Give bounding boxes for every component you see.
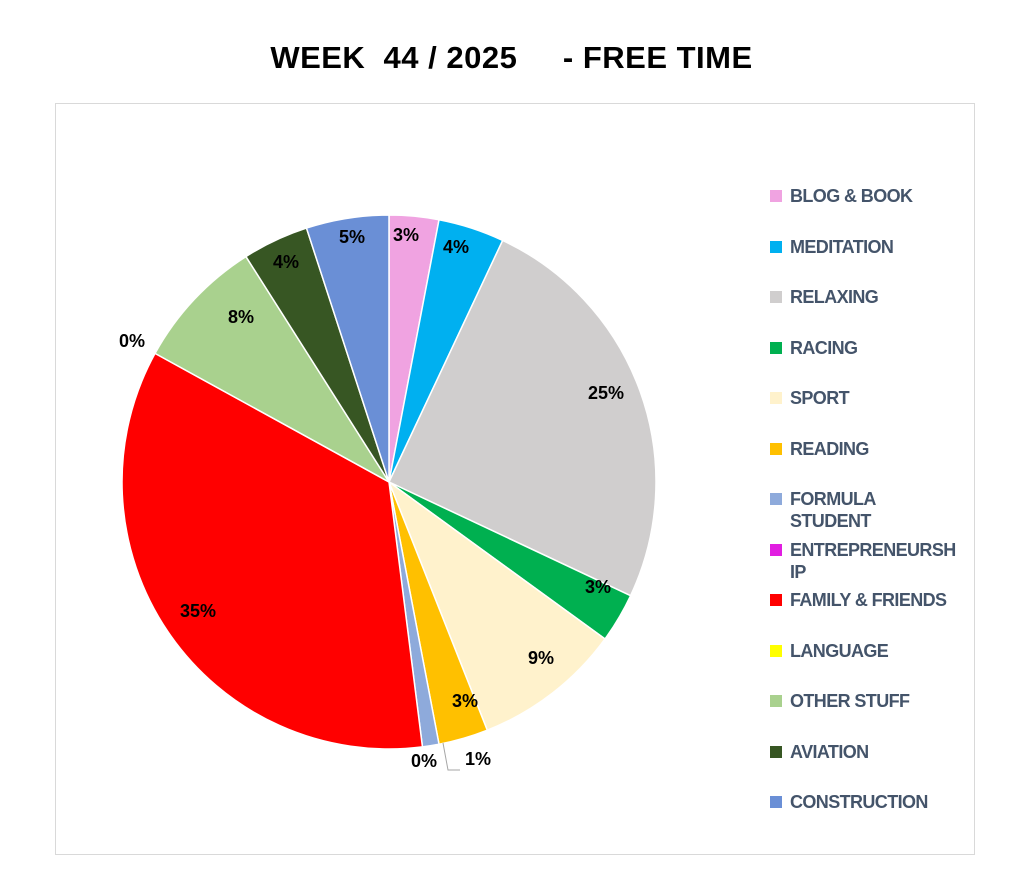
data-label-reading: 3% <box>452 691 478 711</box>
pie-slice-relaxing <box>388 239 657 597</box>
data-label-racing: 3% <box>585 577 611 597</box>
legend-item-racing: RACING <box>770 337 858 359</box>
legend-item-blog-book: BLOG & BOOK <box>770 185 913 207</box>
data-label-entrepreneursh-ip: 0% <box>411 751 437 771</box>
data-label-relaxing: 25% <box>588 383 624 403</box>
pie-slice-other-stuff <box>154 255 390 483</box>
data-label-construction: 5% <box>339 227 365 247</box>
legend-item-reading: READING <box>770 438 869 460</box>
data-label-other-stuff: 8% <box>228 307 254 327</box>
legend-label: ENTREPRENEURSH IP <box>790 539 956 582</box>
leader-line <box>442 742 460 771</box>
data-label-blog-book: 3% <box>393 225 419 245</box>
pie-slice-construction <box>305 214 390 483</box>
legend-label: CONSTRUCTION <box>790 792 928 812</box>
legend-label: MEDITATION <box>790 236 894 257</box>
legend-item-relaxing: RELAXING <box>770 286 879 308</box>
legend-swatch <box>770 796 782 808</box>
data-label-meditation: 4% <box>443 237 469 257</box>
legend-label: FAMILY & FRIENDS <box>790 590 947 610</box>
pie-slice-sport <box>387 479 607 732</box>
data-label-aviation: 4% <box>273 252 299 272</box>
legend-item-other-stuff: OTHER STUFF <box>770 690 910 712</box>
legend-label: FORMULA STUDENT <box>790 489 876 531</box>
legend-swatch <box>770 190 782 202</box>
legend-item-language: LANGUAGE <box>770 640 889 662</box>
legend-swatch <box>770 341 782 354</box>
legend-swatch <box>770 493 782 505</box>
legend-item-formula-student: FORMULA STUDENT <box>770 488 876 532</box>
pie-slice-family-friends <box>121 352 424 750</box>
legend-label: RELAXING <box>790 287 879 307</box>
legend-label: RACING <box>790 337 858 358</box>
legend-swatch <box>770 240 782 253</box>
plot-area-frame <box>55 103 975 855</box>
legend-item-aviation: AVIATION <box>770 741 869 763</box>
legend-label: OTHER STUFF <box>790 691 910 711</box>
legend-label: SPORT <box>790 388 850 408</box>
legend-swatch <box>770 291 782 303</box>
data-label-family-friends: 35% <box>180 601 216 621</box>
legend-swatch <box>770 695 782 707</box>
data-label-formula-student: 1% <box>465 749 491 769</box>
legend-swatch <box>770 644 782 657</box>
legend-swatch <box>770 543 782 556</box>
legend-item-family-friends: FAMILY & FRIENDS <box>770 589 947 611</box>
legend-swatch <box>770 442 782 455</box>
legend-label: BLOG & BOOK <box>790 186 913 206</box>
legend-swatch <box>770 392 782 404</box>
legend-item-construction: CONSTRUCTION <box>770 791 928 813</box>
data-label-language: 0% <box>119 331 145 351</box>
legend-label: READING <box>790 438 869 459</box>
legend-label: LANGUAGE <box>790 640 889 661</box>
legend-item-sport: SPORT <box>770 387 850 409</box>
legend-swatch <box>770 594 782 606</box>
legend-swatch <box>770 745 782 758</box>
legend-label: AVIATION <box>790 741 869 762</box>
data-label-sport: 9% <box>528 648 554 668</box>
legend-item-entrepreneursh-ip: ENTREPRENEURSH IP <box>770 539 956 583</box>
chart-title: WEEK 44 / 2025 - FREE TIME <box>270 40 753 75</box>
legend-item-meditation: MEDITATION <box>770 236 894 258</box>
